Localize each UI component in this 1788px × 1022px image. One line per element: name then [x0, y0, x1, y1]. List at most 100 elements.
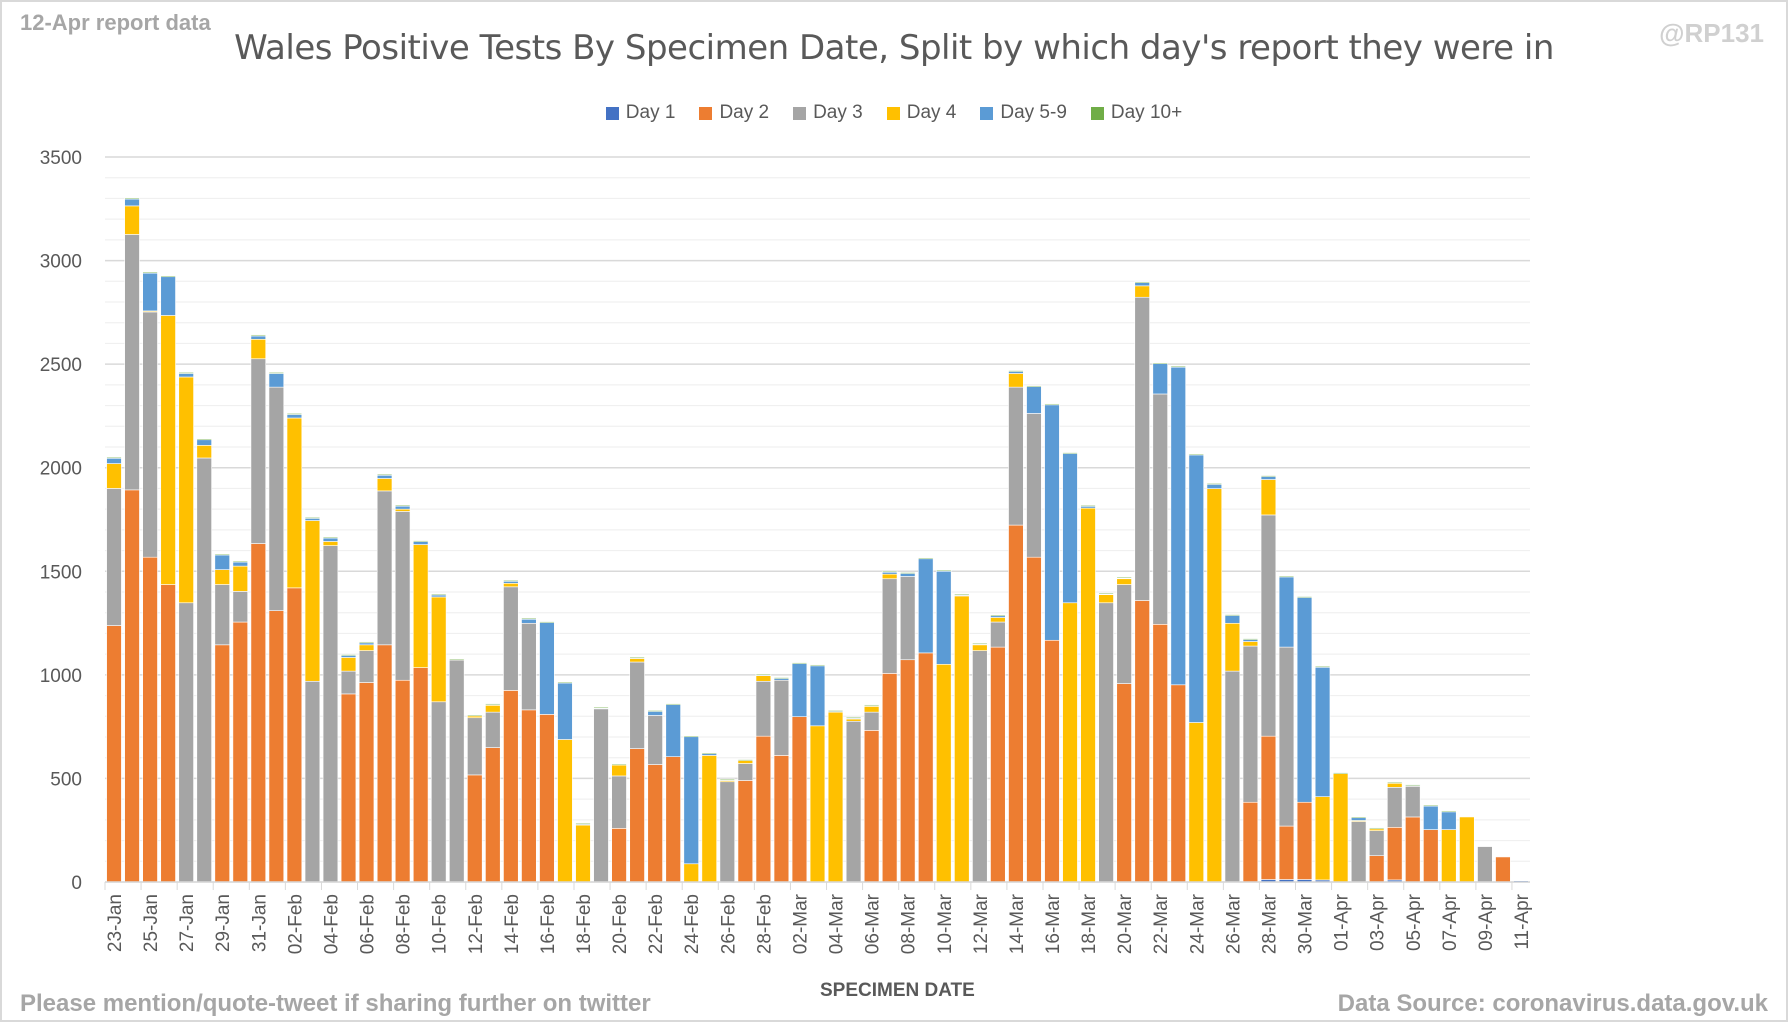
- bar-segment-day-10-: [1152, 362, 1168, 364]
- bar-segment-day-10-: [791, 662, 808, 664]
- legend-item: Day 3: [793, 102, 863, 124]
- bar-stack: [196, 438, 212, 883]
- bar-segment-day-10-: [485, 703, 501, 705]
- bar-segment-day-4: [250, 338, 267, 360]
- bar-stack: [376, 474, 393, 883]
- bar-stack: [1332, 772, 1349, 883]
- bar-segment-day-2: [773, 755, 790, 883]
- bar-segment-day-5-9: [918, 557, 934, 654]
- bar-segment-day-5-9: [1296, 596, 1313, 803]
- bar-segment-day-4: [972, 644, 988, 651]
- bar-segment-day-2: [1387, 827, 1403, 881]
- bar-segment-day-4: [485, 705, 501, 713]
- x-tick-label: 06-Mar: [863, 893, 884, 954]
- bar-segment-day-5-9: [665, 703, 681, 757]
- bar-segment-day-10-: [719, 778, 736, 781]
- bar-segment-day-10-: [990, 614, 1006, 617]
- bar-segment-day-10-: [521, 618, 537, 620]
- bar-segment-day-5-9: [1170, 366, 1186, 686]
- bar-segment-day-4: [863, 706, 880, 713]
- bar-stack: [1350, 816, 1367, 883]
- bar-segment-day-5-9: [160, 276, 176, 316]
- bar-segment-day-2: [467, 774, 483, 883]
- bar-stack: [1314, 666, 1331, 883]
- bar-segment-day-10-: [881, 570, 898, 573]
- bar-segment-day-2: [918, 652, 934, 883]
- bar-segment-day-4: [1260, 479, 1277, 516]
- bar-segment-day-3: [521, 622, 537, 711]
- bar-segment-day-10-: [1405, 784, 1421, 786]
- bar-segment-day-3: [1098, 602, 1114, 883]
- bar-segment-day-3: [1152, 393, 1168, 625]
- bar-segment-day-2: [1116, 683, 1132, 883]
- bar-stack: [827, 710, 844, 883]
- legend-label: Day 1: [625, 102, 676, 123]
- bar-segment-day-2: [358, 682, 375, 883]
- bar-stack: [701, 752, 717, 883]
- bar-segment-day-5-9: [196, 439, 212, 446]
- bar-segment-day-5-9: [1224, 614, 1241, 624]
- bar-segment-day-5-9: [1188, 454, 1204, 723]
- bar-segment-day-2: [881, 673, 898, 883]
- bar-stack: [1116, 576, 1132, 883]
- bar-segment-day-3: [431, 701, 447, 883]
- bar-segment-day-3: [250, 358, 267, 544]
- bar-stack: [1098, 592, 1114, 883]
- bar-segment-day-5-9: [124, 198, 140, 207]
- legend-label: Day 5-9: [1000, 102, 1067, 123]
- bar-segment-day-5-9: [142, 272, 158, 312]
- bar-stack: [178, 372, 194, 883]
- bar-segment-day-2: [1260, 735, 1277, 880]
- bar-segment-day-10-: [1296, 596, 1313, 598]
- bar-stack: [250, 334, 267, 883]
- share-note: Please mention/quote-tweet if sharing fu…: [20, 990, 651, 1017]
- bar-segment-day-10-: [899, 572, 916, 574]
- x-tick-label: 23-Jan: [105, 894, 126, 952]
- bar-segment-day-5-9: [557, 682, 573, 740]
- bar-stack: [1026, 385, 1042, 883]
- bar-segment-day-5-9: [214, 554, 230, 570]
- bar-segment-day-10-: [1278, 575, 1295, 578]
- bar-stack: [340, 654, 357, 883]
- bar-segment-day-2: [232, 621, 248, 883]
- bar-stack: [809, 664, 826, 883]
- bar-stack: [737, 759, 754, 883]
- x-tick-label: 14-Feb: [502, 894, 523, 954]
- y-axis: 0 500 1000 1500 2000 2500 3000 3500: [40, 148, 82, 894]
- bar-segment-day-4: [124, 205, 140, 235]
- bar-segment-day-3: [394, 511, 411, 681]
- bar-stack: [918, 557, 934, 883]
- bar-segment-day-4: [701, 755, 717, 883]
- x-tick-label: 10-Mar: [935, 893, 956, 954]
- bar-segment-day-10-: [845, 717, 862, 719]
- legend-label: Day 4: [906, 102, 957, 123]
- bar-stack: [791, 662, 808, 883]
- bar-segment-day-2: [503, 690, 519, 883]
- bar-stack: [936, 569, 952, 883]
- bar-segment-day-3: [773, 679, 790, 756]
- bar-segment-day-2: [1296, 801, 1313, 880]
- bar-segment-day-2: [268, 610, 285, 883]
- bar-segment-day-4: [340, 657, 357, 672]
- bar-segment-day-3: [1260, 514, 1277, 737]
- bar-stack: [845, 717, 862, 883]
- bar-segment-day-3: [232, 591, 248, 623]
- bar-segment-day-10-: [1368, 827, 1385, 830]
- x-tick-label: 26-Mar: [1223, 893, 1244, 954]
- x-tick-label: 28-Mar: [1259, 893, 1280, 954]
- bar-segment-day-10-: [340, 654, 357, 656]
- bar-segment-day-2: [1278, 825, 1295, 880]
- legend-item: Day 2: [699, 102, 769, 124]
- bar-segment-day-10-: [593, 706, 609, 709]
- bar-stack: [124, 197, 140, 883]
- bar-segment-day-10-: [1314, 666, 1331, 668]
- bar-segment-day-10-: [214, 553, 230, 556]
- bar-segment-day-2: [124, 489, 140, 883]
- x-tick-label: 18-Feb: [574, 894, 595, 954]
- bar-segment-day-5-9: [1152, 363, 1168, 395]
- bar-segment-day-2: [1423, 829, 1439, 883]
- bar-segment-day-10-: [286, 413, 303, 415]
- legend-label: Day 10+: [1110, 102, 1183, 123]
- bar-segment-day-4: [304, 520, 321, 682]
